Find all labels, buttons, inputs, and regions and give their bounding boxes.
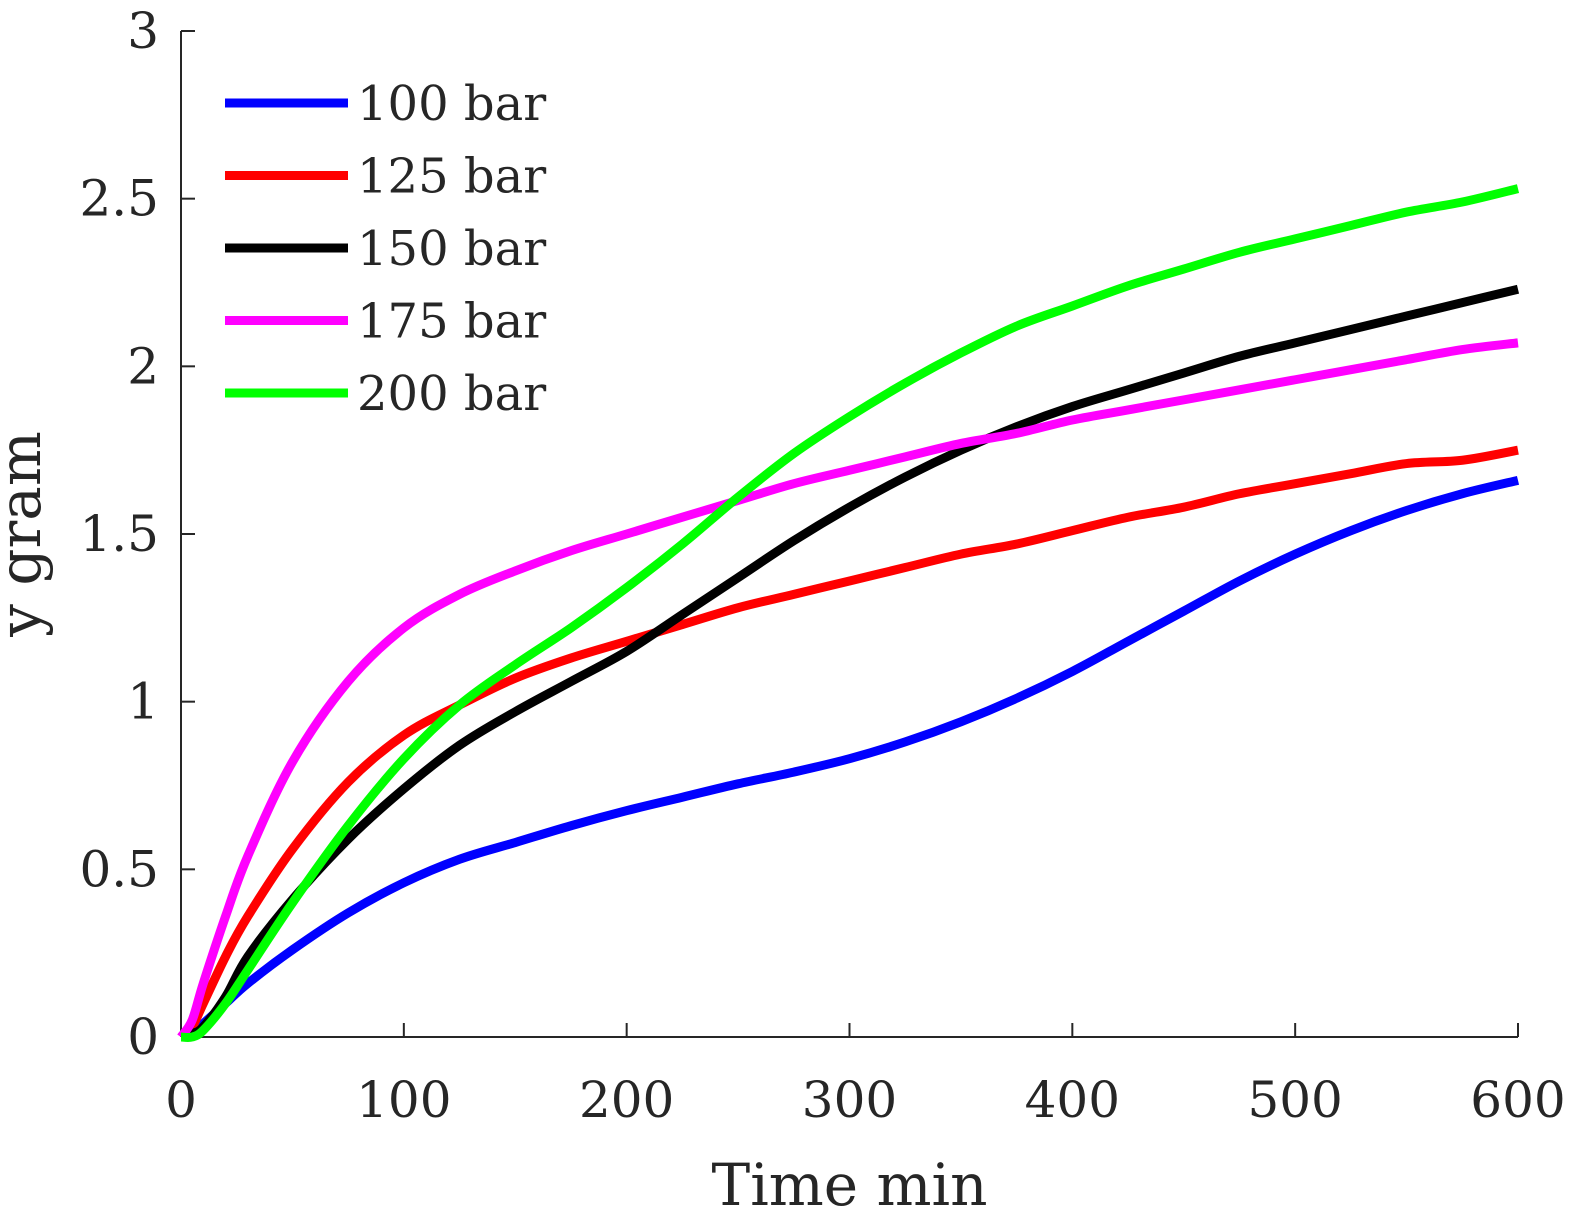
series-lines	[177, 184, 1520, 1042]
series-line-150-bar	[179, 284, 1520, 1042]
series-line-100-bar	[179, 475, 1520, 1042]
axes: 0 100 200 300 400 500 600 0 0.5 1 1.5 2 2.5 3	[79, 2, 1565, 1129]
y-tick-label: 2	[127, 337, 159, 395]
legend-entry: 100 bar	[225, 76, 546, 132]
y-tick-label: 0.5	[79, 840, 159, 898]
x-tick-label: 200	[579, 1071, 674, 1129]
legend-label: 150 bar	[357, 221, 546, 277]
y-tick-label: 0	[127, 1008, 159, 1066]
x-tick-label: 0	[165, 1071, 197, 1129]
legend-entry: 125 bar	[225, 149, 546, 205]
legend: 100 bar 125 bar 150 bar 175 bar 200 bar	[225, 76, 546, 422]
x-tick-label: 600	[1470, 1071, 1565, 1129]
series-line-125-bar	[177, 445, 1519, 1041]
legend-label: 200 bar	[357, 366, 546, 422]
y-tick-label: 2.5	[79, 170, 159, 228]
x-tick-label: 500	[1247, 1071, 1342, 1129]
y-tick-label: 3	[127, 2, 159, 60]
legend-label: 125 bar	[357, 149, 546, 205]
y-tick-label: 1	[127, 673, 159, 731]
x-tick-label: 400	[1025, 1071, 1120, 1129]
x-tick-label: 300	[802, 1071, 897, 1129]
series-line-175-bar	[177, 338, 1519, 1040]
legend-label: 175 bar	[357, 294, 546, 350]
legend-entry: 175 bar	[225, 294, 546, 350]
y-tick-label: 1.5	[79, 505, 159, 563]
legend-entry: 200 bar	[225, 366, 546, 422]
legend-label: 100 bar	[357, 76, 546, 132]
x-axis-label: Time min	[712, 1151, 988, 1219]
x-tick-label: 100	[356, 1071, 451, 1129]
series-line-200-bar	[180, 184, 1520, 1042]
legend-entry: 150 bar	[225, 221, 546, 277]
y-axis-label: y gram	[0, 431, 54, 638]
